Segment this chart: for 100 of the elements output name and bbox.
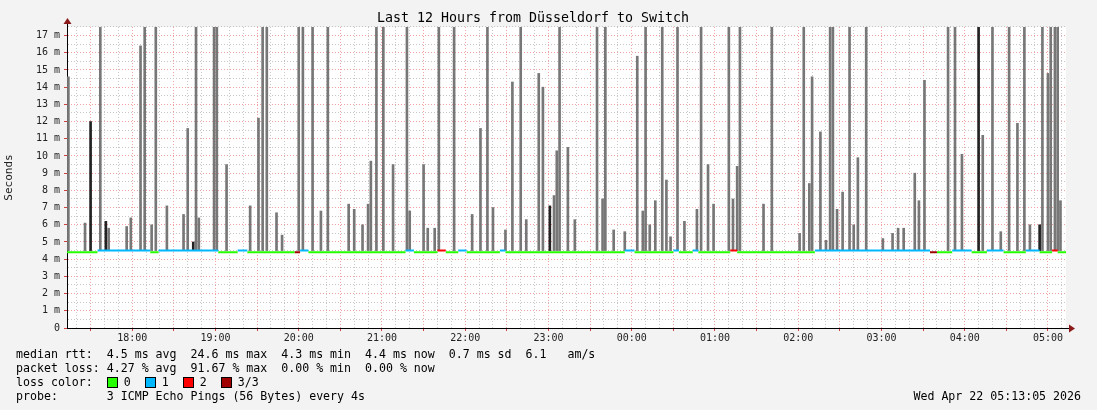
bar — [999, 231, 1003, 251]
legend-label: 0 — [123, 375, 131, 389]
bar — [352, 208, 356, 251]
bar — [612, 229, 616, 251]
bar — [802, 26, 806, 251]
legend-label: 2 — [199, 375, 207, 389]
y-tick-label: 1 m — [41, 304, 60, 316]
bar — [1041, 26, 1044, 251]
bar — [479, 128, 482, 251]
bar — [143, 26, 147, 251]
y-tick-label: 6 m — [41, 218, 60, 230]
bar — [297, 26, 301, 251]
bar — [991, 26, 994, 251]
bar — [660, 26, 664, 251]
bar — [1038, 224, 1041, 251]
bar — [98, 26, 102, 251]
bar — [848, 26, 851, 251]
bar — [275, 212, 278, 251]
y-tick-label: 12 m — [35, 115, 60, 127]
bar — [604, 26, 607, 251]
bar — [154, 26, 158, 251]
text: Wed Apr 22 05:13:05 2026 — [913, 389, 1081, 403]
bar — [524, 219, 528, 251]
chart-title: Last 12 Hours from Düsseldorf to Switch — [376, 10, 690, 26]
bar — [558, 26, 561, 251]
bar — [511, 81, 514, 251]
y-tick-label: 13 m — [35, 97, 60, 109]
bar — [864, 26, 868, 251]
bar — [107, 227, 110, 251]
x-tick-label: 20:00 — [283, 331, 314, 343]
legend-label: 3/3 — [237, 375, 259, 389]
bar — [519, 26, 523, 251]
bar — [762, 203, 765, 251]
bar — [635, 55, 639, 251]
bar — [676, 26, 679, 251]
bar — [537, 73, 541, 251]
bar — [186, 128, 190, 251]
bar — [913, 172, 917, 251]
bar — [902, 227, 905, 251]
bar — [977, 26, 980, 251]
bar — [1016, 122, 1019, 251]
bar — [891, 233, 894, 251]
bar — [261, 26, 264, 251]
text: median rtt: 4.5 ms avg 24.6 ms max 4.3 ms min 4.4 ms now 0.7 ms sd 6.1 am/s — [16, 347, 597, 361]
bar — [225, 164, 228, 251]
bar — [347, 203, 350, 251]
bar — [311, 26, 314, 251]
bar — [129, 217, 133, 251]
y-tick-label: 14 m — [35, 80, 60, 92]
bar — [712, 203, 715, 251]
x-tick-label: 00:00 — [616, 331, 647, 343]
y-tick-label: 3 m — [41, 269, 60, 281]
y-tick-label: 16 m — [35, 46, 60, 58]
y-tick-label: 8 m — [41, 183, 60, 195]
text: packet loss: 4.27 % avg 91.67 % max 0.00 % min 0.00 % now — [16, 361, 436, 375]
x-tick-label: 03:00 — [866, 331, 897, 343]
y-axis-title: Seconds — [2, 154, 16, 201]
x-tick-label: 02:00 — [783, 331, 814, 343]
y-tick-label: 5 m — [41, 235, 60, 247]
bar — [573, 219, 577, 251]
bar — [819, 131, 822, 251]
legend-label: 1 — [161, 375, 169, 389]
bar — [623, 231, 627, 251]
bar — [433, 227, 437, 251]
y-tick-label: 11 m — [35, 132, 60, 144]
bar — [981, 135, 985, 251]
x-tick-label: 04:00 — [949, 331, 980, 343]
y-tick-label: 7 m — [41, 201, 60, 213]
x-tick-label: 01:00 — [699, 331, 731, 343]
bar — [191, 241, 195, 251]
y-tick-label: 17 m — [35, 29, 60, 41]
bar — [504, 229, 507, 251]
x-tick-label: 05:00 — [1032, 331, 1064, 343]
y-tick-label: 4 m — [41, 252, 60, 264]
bar — [1049, 26, 1053, 251]
y-tick-label: 10 m — [35, 149, 60, 161]
text: probe: 3 ICMP Echo Pings (56 Bytes) every 4s — [16, 389, 366, 403]
bar — [683, 221, 686, 251]
bar — [422, 164, 425, 251]
bar — [382, 26, 385, 251]
bar — [89, 121, 92, 251]
y-tick-label: 15 m — [35, 63, 60, 75]
bar — [375, 26, 378, 251]
x-tick-label: 18:00 — [117, 331, 148, 343]
bar — [923, 79, 926, 251]
y-tick-label: 0 — [53, 321, 60, 333]
bar — [653, 200, 657, 251]
bar — [67, 76, 70, 251]
bar — [486, 26, 489, 251]
bar — [841, 191, 844, 251]
bar — [361, 224, 364, 251]
bar — [1023, 26, 1026, 251]
x-tick-label: 21:00 — [366, 331, 398, 343]
y-tick-label: 2 m — [41, 287, 60, 299]
x-tick-label: 23:00 — [533, 331, 564, 343]
legend-title: loss color: — [16, 375, 94, 389]
x-tick-label: 22:00 — [450, 331, 481, 343]
y-tick-label: 9 m — [41, 166, 60, 178]
bar — [265, 26, 269, 251]
x-tick-label: 19:00 — [200, 331, 231, 343]
